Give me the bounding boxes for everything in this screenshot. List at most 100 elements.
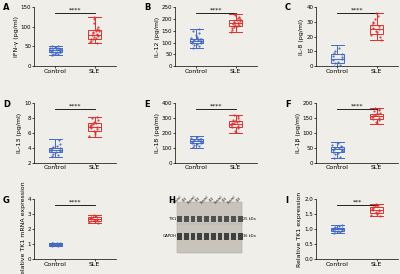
Point [374, 211, 380, 215]
Point [57, 49, 63, 53]
Point [198, 139, 204, 143]
Point [194, 141, 200, 146]
Bar [177, 216, 182, 222]
Point [88, 123, 94, 128]
Point [375, 14, 382, 18]
Point [89, 215, 96, 219]
Point [332, 61, 338, 65]
Bar [331, 55, 344, 63]
Point [368, 115, 375, 119]
Point [93, 121, 100, 125]
Point [53, 241, 60, 245]
Point [48, 49, 54, 53]
Text: ****: **** [210, 103, 222, 109]
Point [368, 22, 375, 27]
Point [49, 154, 55, 158]
Point [90, 31, 96, 35]
Point [95, 24, 101, 29]
Point [237, 18, 244, 23]
Point [232, 23, 238, 28]
Point [335, 151, 341, 155]
Bar [190, 39, 203, 43]
Point [91, 213, 98, 217]
Point [191, 138, 198, 142]
Point [89, 116, 96, 120]
Point [376, 107, 382, 112]
Point [50, 48, 56, 52]
Point [374, 32, 380, 36]
Bar [224, 233, 229, 239]
Point [335, 223, 342, 228]
Point [188, 141, 195, 145]
Bar [370, 207, 383, 213]
Point [234, 24, 240, 28]
Point [332, 225, 338, 229]
Text: G: G [3, 196, 10, 205]
Point [88, 122, 94, 127]
Point [373, 11, 380, 15]
Point [331, 156, 337, 160]
Text: ****: **** [210, 7, 222, 12]
Point [91, 35, 98, 39]
Point [370, 25, 376, 30]
Point [373, 119, 380, 124]
Point [376, 110, 383, 115]
Point [50, 243, 56, 247]
Point [91, 16, 97, 21]
Point [57, 242, 63, 246]
Point [90, 30, 96, 35]
Point [56, 138, 62, 142]
Point [198, 39, 204, 43]
Point [56, 242, 63, 247]
Point [331, 147, 337, 151]
Point [86, 219, 93, 224]
Bar [177, 233, 182, 239]
Point [88, 37, 94, 42]
Text: H: H [168, 196, 175, 205]
Text: I: I [285, 196, 288, 205]
Point [338, 149, 345, 153]
Point [330, 227, 336, 231]
Point [373, 210, 380, 214]
Bar [218, 233, 222, 239]
Y-axis label: IL-1β (pg/ml): IL-1β (pg/ml) [296, 113, 301, 153]
Point [53, 144, 60, 149]
Point [228, 121, 235, 125]
Point [233, 130, 239, 134]
Bar [370, 25, 383, 34]
Point [92, 218, 98, 223]
Point [198, 37, 204, 41]
Bar [190, 139, 203, 143]
Point [55, 153, 61, 157]
Point [374, 121, 380, 125]
Text: E: E [144, 99, 150, 109]
Point [370, 208, 376, 213]
Point [335, 145, 342, 150]
Point [370, 113, 376, 118]
Point [50, 241, 56, 245]
Point [229, 122, 235, 126]
Point [88, 217, 94, 221]
Point [47, 46, 54, 51]
Point [52, 45, 58, 50]
Text: A: A [3, 3, 9, 12]
Point [53, 51, 59, 55]
Bar [231, 233, 236, 239]
Point [197, 140, 204, 144]
Point [376, 116, 382, 120]
Point [371, 16, 378, 21]
Point [234, 18, 240, 22]
Point [376, 208, 382, 212]
Point [190, 138, 196, 143]
Text: ****: **** [351, 7, 363, 12]
Point [335, 46, 342, 51]
Bar [370, 113, 383, 119]
Point [197, 36, 203, 41]
Point [93, 36, 100, 40]
Point [374, 212, 380, 216]
Bar [178, 202, 242, 253]
Point [57, 240, 63, 245]
Point [234, 120, 240, 124]
Point [338, 144, 344, 149]
Bar [331, 147, 344, 152]
